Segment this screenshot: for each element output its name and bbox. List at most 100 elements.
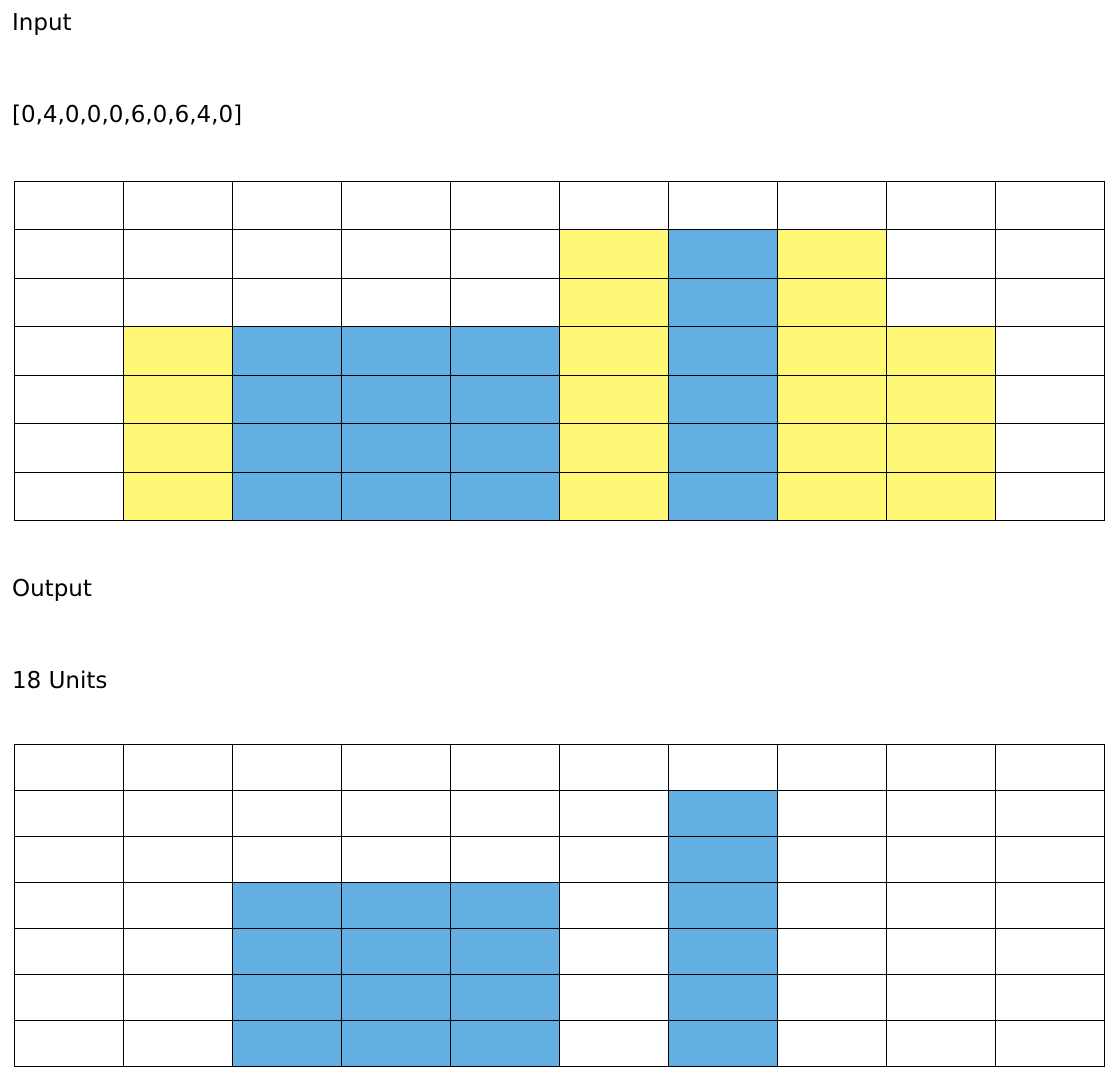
grid-cell-empty: [778, 975, 887, 1021]
grid-cell-empty: [15, 424, 124, 473]
grid-cell-empty: [887, 791, 996, 837]
grid-cell-water: [233, 375, 342, 425]
grid-cell-water: [233, 929, 342, 975]
grid-cell-water: [342, 975, 451, 1021]
grid-cell-empty: [887, 883, 996, 929]
grid-cell-bar: [560, 424, 669, 473]
grid-cell-water: [669, 375, 778, 425]
grid-cell-empty: [124, 1021, 233, 1067]
grid-cell-empty: [560, 791, 669, 837]
grid-cell-water: [233, 975, 342, 1021]
grid-cell-empty: [560, 182, 669, 231]
grid-cell-water: [669, 327, 778, 376]
grid-cell-empty: [560, 1021, 669, 1067]
grid-cell-empty: [996, 182, 1105, 231]
grid-cell-water: [451, 1021, 560, 1067]
grid-cell-water: [451, 424, 560, 473]
grid-cell-empty: [451, 837, 560, 883]
grid-cell-water: [342, 424, 451, 473]
grid-cell-empty: [996, 929, 1105, 975]
grid-cell-empty: [451, 230, 560, 279]
grid-cell-water: [669, 230, 778, 279]
grid-cell-empty: [233, 745, 342, 791]
grid-cell-water: [233, 327, 342, 376]
grid-cell-empty: [560, 745, 669, 791]
grid-cell-empty: [233, 791, 342, 837]
output-grid: [14, 744, 1105, 1067]
grid-cell-bar: [124, 424, 233, 473]
grid-cell-bar: [887, 424, 996, 473]
grid-cell-empty: [15, 182, 124, 231]
grid-cell-water: [233, 424, 342, 473]
grid-cell-empty: [887, 745, 996, 791]
grid-cell-empty: [342, 278, 451, 328]
input-array-text: [0,4,0,0,0,6,0,6,4,0]: [12, 102, 243, 128]
grid-cell-empty: [124, 182, 233, 231]
grid-cell-empty: [996, 883, 1105, 929]
grid-cell-empty: [342, 791, 451, 837]
grid-cell-empty: [996, 278, 1105, 328]
grid-cell-empty: [996, 837, 1105, 883]
grid-cell-empty: [996, 975, 1105, 1021]
grid-cell-empty: [124, 929, 233, 975]
grid-cell-water: [669, 278, 778, 328]
grid-cell-empty: [669, 182, 778, 231]
grid-cell-water: [342, 375, 451, 425]
grid-cell-empty: [451, 182, 560, 231]
grid-cell-empty: [669, 745, 778, 791]
grid-cell-empty: [124, 230, 233, 279]
grid-cell-empty: [124, 745, 233, 791]
grid-cell-empty: [342, 745, 451, 791]
grid-cell-empty: [996, 745, 1105, 791]
grid-cell-water: [342, 883, 451, 929]
grid-cell-bar: [560, 472, 669, 521]
grid-cell-empty: [233, 278, 342, 328]
grid-cell-water: [669, 975, 778, 1021]
grid-cell-empty: [887, 182, 996, 231]
grid-cell-empty: [15, 278, 124, 328]
grid-cell-empty: [778, 1021, 887, 1067]
grid-cell-bar: [560, 327, 669, 376]
input-heading: Input: [12, 10, 72, 36]
grid-cell-empty: [778, 837, 887, 883]
grid-cell-bar: [560, 230, 669, 279]
grid-cell-empty: [342, 182, 451, 231]
grid-cell-bar: [124, 375, 233, 425]
grid-cell-empty: [15, 791, 124, 837]
grid-cell-water: [451, 375, 560, 425]
grid-cell-water: [451, 975, 560, 1021]
grid-cell-empty: [451, 791, 560, 837]
grid-cell-empty: [560, 883, 669, 929]
grid-cell-empty: [233, 837, 342, 883]
grid-cell-empty: [233, 182, 342, 231]
grid-cell-water: [342, 472, 451, 521]
grid-cell-bar: [124, 327, 233, 376]
grid-cell-empty: [887, 837, 996, 883]
output-heading: Output: [12, 576, 92, 602]
grid-cell-empty: [778, 883, 887, 929]
grid-cell-empty: [15, 929, 124, 975]
grid-cell-empty: [996, 1021, 1105, 1067]
grid-cell-bar: [887, 472, 996, 521]
grid-cell-water: [451, 929, 560, 975]
grid-cell-water: [342, 929, 451, 975]
grid-cell-bar: [560, 375, 669, 425]
grid-cell-bar: [560, 278, 669, 328]
grid-cell-water: [669, 837, 778, 883]
grid-cell-bar: [887, 327, 996, 376]
input-grid: [14, 181, 1105, 521]
grid-cell-water: [451, 883, 560, 929]
grid-cell-water: [233, 883, 342, 929]
grid-cell-empty: [778, 929, 887, 975]
grid-cell-empty: [15, 1021, 124, 1067]
grid-cell-empty: [996, 791, 1105, 837]
grid-cell-bar: [778, 278, 887, 328]
grid-cell-empty: [124, 791, 233, 837]
grid-cell-bar: [778, 424, 887, 473]
grid-cell-empty: [560, 975, 669, 1021]
grid-cell-bar: [778, 472, 887, 521]
grid-cell-empty: [15, 472, 124, 521]
grid-cell-empty: [124, 883, 233, 929]
grid-cell-empty: [560, 929, 669, 975]
grid-cell-empty: [342, 230, 451, 279]
